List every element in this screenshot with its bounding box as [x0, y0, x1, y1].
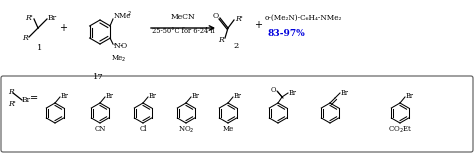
Text: Br: Br — [61, 92, 69, 100]
Text: R': R' — [25, 14, 33, 22]
Text: Br: Br — [48, 14, 57, 22]
Text: Cl: Cl — [139, 125, 146, 133]
Text: Br: Br — [289, 89, 297, 97]
Text: 2: 2 — [233, 42, 238, 50]
FancyBboxPatch shape — [1, 76, 473, 152]
Text: $^+$: $^+$ — [112, 43, 118, 48]
Text: Br: Br — [22, 96, 31, 104]
Text: =: = — [30, 93, 38, 103]
Text: R': R' — [8, 100, 16, 108]
Text: o-(Me₂N)-C₆H₄-NMe₂: o-(Me₂N)-C₆H₄-NMe₂ — [265, 14, 342, 22]
Text: +: + — [59, 23, 67, 33]
Text: O: O — [213, 12, 219, 20]
Text: Br: Br — [106, 92, 114, 100]
Text: O: O — [121, 42, 127, 50]
Text: $^-$: $^-$ — [119, 44, 125, 49]
Text: 25-50°C for 6-24 h: 25-50°C for 6-24 h — [152, 27, 214, 35]
Text: $_2$: $_2$ — [127, 10, 132, 18]
Text: R': R' — [235, 15, 243, 23]
Text: R: R — [22, 34, 28, 42]
Text: +: + — [254, 20, 262, 30]
Text: CN: CN — [94, 125, 106, 133]
Text: Br: Br — [149, 92, 157, 100]
Text: N: N — [114, 42, 121, 50]
Text: Me: Me — [222, 125, 234, 133]
Text: 17: 17 — [92, 73, 103, 81]
Text: NO$_2$: NO$_2$ — [178, 125, 194, 135]
Text: Br: Br — [341, 89, 349, 97]
Text: CO$_2$Et: CO$_2$Et — [388, 125, 412, 135]
Text: Br: Br — [192, 92, 200, 100]
Text: $_2$: $_2$ — [121, 56, 126, 64]
Text: Br: Br — [406, 92, 414, 100]
Text: NMe: NMe — [114, 12, 131, 20]
Text: R: R — [8, 88, 14, 96]
Text: MeCN: MeCN — [171, 13, 195, 21]
Text: R: R — [218, 36, 224, 44]
Text: 83-97%: 83-97% — [268, 28, 306, 37]
Text: 1: 1 — [37, 44, 43, 52]
Text: Br: Br — [234, 92, 242, 100]
Text: Me: Me — [112, 54, 123, 62]
Text: O: O — [271, 86, 276, 94]
